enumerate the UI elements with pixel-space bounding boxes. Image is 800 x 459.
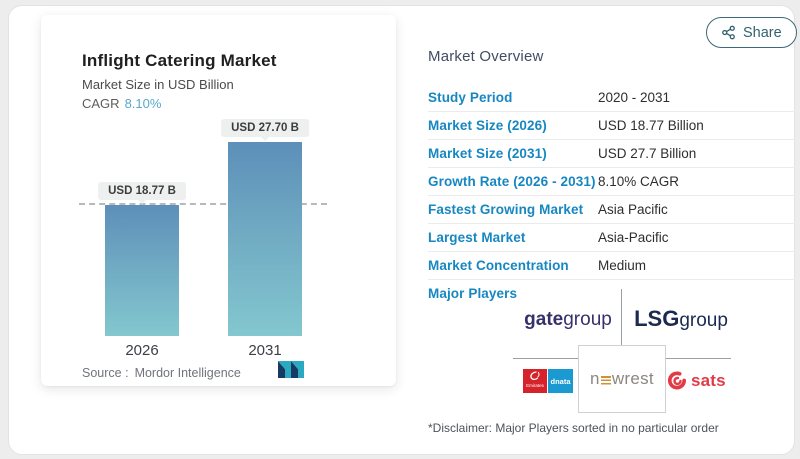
emirates-logo: Emirates xyxy=(523,369,547,393)
share-button-label: Share xyxy=(743,24,782,41)
row-value: Asia Pacific xyxy=(598,202,668,217)
newrest-rest: wrest xyxy=(611,369,654,388)
newrest-logo-box: n wrest xyxy=(578,345,666,413)
table-row-market-concentration: Market Concentration Medium xyxy=(428,252,796,280)
bar-2026: USD 18.77 B xyxy=(98,181,186,336)
row-value: 8.10% CAGR xyxy=(598,174,680,189)
chart-panel: USD 18.77 B USD 27.70 B 2026 2031 Inflig… xyxy=(41,15,396,386)
source-attribution: Source : Mordor Intelligence xyxy=(82,366,241,380)
overview-heading: Market Overview xyxy=(428,48,544,65)
row-value: 2020 - 2031 xyxy=(598,90,671,105)
players-vertical-divider xyxy=(621,289,622,345)
sats-wordmark: sats xyxy=(691,370,726,390)
dnata-logo: dnata xyxy=(548,369,573,393)
table-row-market-size-2031: Market Size (2031) USD 27.7 Billion xyxy=(428,140,796,168)
share-button[interactable]: Share xyxy=(706,17,797,48)
gategroup-logo-light: group xyxy=(563,309,612,330)
row-value: Asia-Pacific xyxy=(598,230,669,245)
sats-swirl-icon xyxy=(667,370,688,391)
bar-chart: USD 18.77 B USD 27.70 B xyxy=(41,15,396,336)
row-value: USD 18.77 Billion xyxy=(598,118,704,133)
source-label: Source : xyxy=(82,366,129,380)
infographic-card: USD 18.77 B USD 27.70 B 2026 2031 Inflig… xyxy=(8,5,797,455)
emirates-calligraphy-icon xyxy=(530,371,540,381)
share-icon xyxy=(721,25,736,40)
chart-subtitle: Market Size in USD Billion xyxy=(82,77,234,92)
cagr-label: CAGR xyxy=(82,96,120,111)
mordor-intelligence-logo-icon xyxy=(278,361,304,383)
lsg-group-logo: LSGgroup xyxy=(631,306,731,332)
emirates-wordmark: Emirates xyxy=(526,383,544,388)
x-axis-label-2026: 2026 xyxy=(125,342,159,359)
table-row-major-players: Major Players xyxy=(428,280,796,307)
disclaimer-text: *Disclaimer: Major Players sorted in no … xyxy=(428,421,719,435)
table-row-fastest-growing-market: Fastest Growing Market Asia Pacific xyxy=(428,196,796,224)
row-label: Major Players xyxy=(428,286,518,301)
table-row-market-size-2026: Market Size (2026) USD 18.77 Billion xyxy=(428,112,796,140)
gategroup-logo: gategroup xyxy=(516,309,620,331)
table-row-largest-market: Largest Market Asia-Pacific xyxy=(428,224,796,252)
data-label-2031: USD 27.70 B xyxy=(221,119,309,142)
cagr-value: 8.10% xyxy=(124,96,162,111)
row-label: Market Concentration xyxy=(428,258,569,273)
lsg-logo-light: group xyxy=(679,310,728,331)
row-label: Fastest Growing Market xyxy=(428,202,584,217)
cagr-line: CAGR 8.10% xyxy=(82,96,277,111)
sats-logo: sats xyxy=(667,370,726,391)
row-value: Medium xyxy=(598,258,647,273)
lsg-logo-bold: LSG xyxy=(634,306,680,331)
row-label: Study Period xyxy=(428,90,513,105)
table-row-growth-rate: Growth Rate (2026 - 2031) 8.10% CAGR xyxy=(428,168,796,196)
newrest-logo: n wrest xyxy=(590,369,654,389)
source-value: Mordor Intelligence xyxy=(134,366,241,380)
newrest-n: n xyxy=(590,369,600,388)
x-axis-label-2031: 2031 xyxy=(248,342,282,359)
row-label: Market Size (2031) xyxy=(428,146,547,161)
row-value: USD 27.7 Billion xyxy=(598,146,697,161)
row-label: Growth Rate (2026 - 2031) xyxy=(428,174,596,189)
dnata-wordmark: dnata xyxy=(550,376,571,386)
newrest-striped-e-icon xyxy=(600,375,611,386)
data-label-2026: USD 18.77 B xyxy=(98,181,186,204)
row-label: Largest Market xyxy=(428,230,526,245)
reference-dashed-line xyxy=(79,202,327,205)
chart-header: Inflight Catering Market Market Size in … xyxy=(82,51,277,111)
overview-table: Study Period 2020 - 2031 Market Size (20… xyxy=(428,84,796,307)
bar-2031: USD 27.70 B xyxy=(221,119,309,336)
table-row-study-period: Study Period 2020 - 2031 xyxy=(428,84,796,112)
chart-title: Inflight Catering Market xyxy=(82,51,277,70)
row-label: Market Size (2026) xyxy=(428,118,547,133)
gategroup-logo-bold: gate xyxy=(524,309,564,330)
